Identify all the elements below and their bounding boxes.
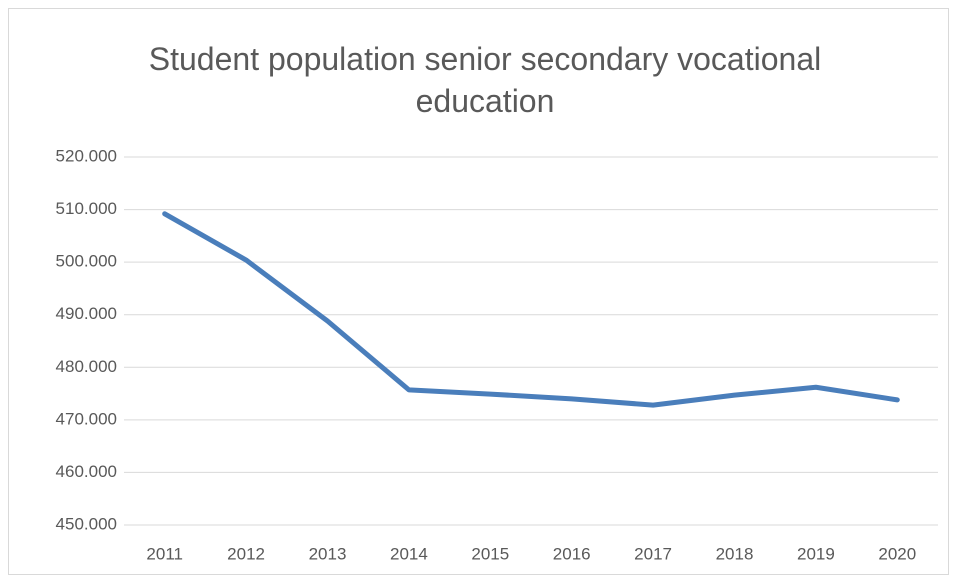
chart-border (8, 8, 949, 575)
line-series (162, 211, 900, 408)
x-tick-label: 2019 (797, 544, 835, 563)
x-tick-label: 2013 (309, 544, 347, 563)
x-tick-label: 2015 (471, 544, 509, 563)
x-tick-label: 2014 (390, 544, 428, 563)
x-tick-label: 2012 (227, 544, 265, 563)
x-tick-label: 2020 (878, 544, 916, 563)
chart-title: Student population senior secondary voca… (148, 41, 822, 119)
y-tick-label: 450.000 (56, 514, 117, 533)
y-tick-label: 480.000 (56, 357, 117, 376)
x-tick-label: 2018 (716, 544, 754, 563)
x-tick-label: 2011 (146, 544, 183, 563)
y-tick-label: 490.000 (56, 304, 117, 323)
y-tick-label: 500.000 (56, 252, 117, 271)
y-tick-label: 510.000 (56, 199, 117, 218)
y-tick-label: 520.000 (56, 146, 117, 165)
y-tick-label: 470.000 (56, 409, 117, 428)
y-tick-label: 460.000 (56, 462, 117, 481)
x-tick-label: 2016 (553, 544, 591, 563)
x-tick-label: 2017 (634, 544, 672, 563)
